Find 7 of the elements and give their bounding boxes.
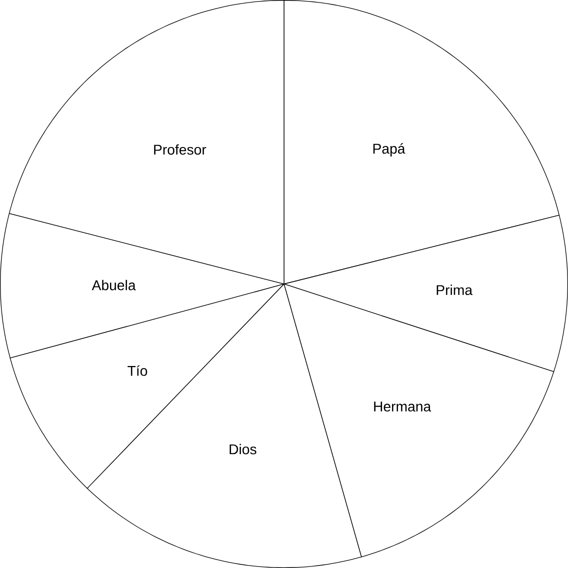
slice-label: Hermana	[374, 402, 432, 412]
slice-label: Papá	[373, 143, 406, 157]
slice-label: Profesor	[154, 144, 206, 155]
slice-label: Prima	[436, 284, 473, 296]
slice-label: Tío	[128, 365, 148, 376]
slice-label: Abuela	[92, 280, 136, 290]
slice-label: Dios	[230, 444, 256, 454]
